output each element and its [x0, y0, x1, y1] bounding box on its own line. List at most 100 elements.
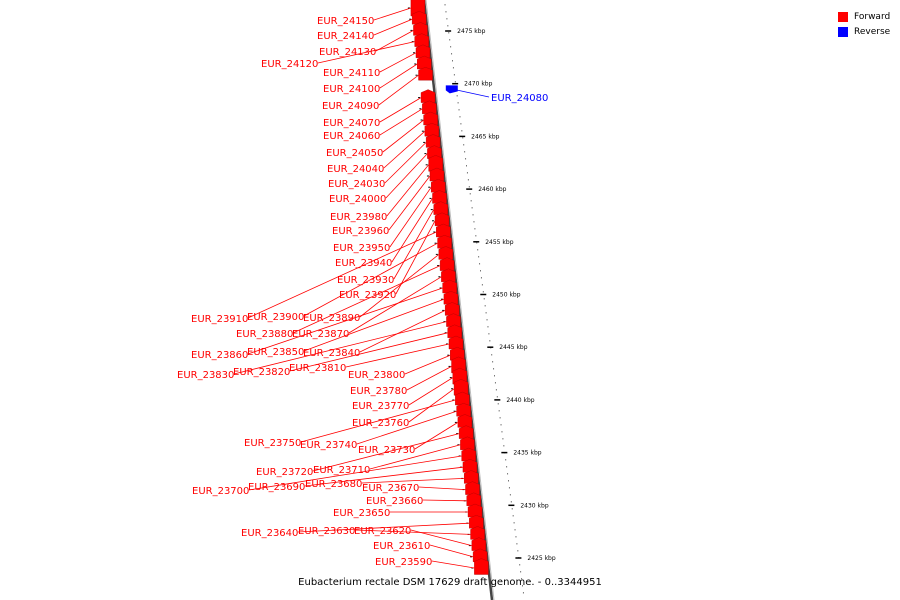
gene-label[interactable]: EUR_24100	[323, 84, 380, 95]
gene-feature-forward[interactable]	[465, 481, 480, 495]
gene-label[interactable]: EUR_23800	[348, 370, 405, 381]
gene-feature-forward[interactable]	[446, 313, 461, 327]
gene-label[interactable]: EUR_23900	[247, 312, 304, 323]
gene-label[interactable]: EUR_23980	[330, 212, 387, 223]
gene-feature-forward[interactable]	[437, 234, 452, 249]
gene-feature-forward[interactable]	[441, 268, 456, 282]
gene-feature-forward[interactable]	[427, 145, 442, 159]
gene-label[interactable]: EUR_24040	[327, 164, 384, 175]
gene-label[interactable]: EUR_23860	[191, 350, 248, 361]
gene-label[interactable]: EUR_23750	[244, 438, 301, 449]
gene-label[interactable]: EUR_24120	[261, 59, 318, 70]
gene-label[interactable]: EUR_23770	[352, 401, 409, 412]
gene-label[interactable]: EUR_23820	[233, 367, 290, 378]
gene-label[interactable]: EUR_23760	[352, 418, 409, 429]
gene-feature-forward[interactable]	[418, 66, 433, 81]
gene-label[interactable]: EUR_23810	[289, 363, 346, 374]
gene-feature-forward[interactable]	[469, 514, 484, 529]
gene-feature-forward[interactable]	[431, 178, 446, 193]
gene-label[interactable]: EUR_23940	[335, 258, 392, 269]
gene-feature-forward[interactable]	[447, 324, 462, 338]
gene-label[interactable]: EUR_24110	[323, 68, 380, 79]
gene-feature-forward[interactable]	[428, 155, 443, 172]
gene-feature-forward[interactable]	[415, 44, 431, 58]
gene-label[interactable]: EUR_23930	[337, 275, 394, 286]
gene-feature-forward[interactable]	[444, 302, 460, 316]
gene-label[interactable]: EUR_24060	[323, 131, 380, 142]
gene-feature-forward[interactable]	[439, 257, 455, 271]
gene-label[interactable]: EUR_24050	[326, 148, 383, 159]
gene-feature-forward[interactable]	[464, 470, 479, 484]
gene-feature-forward[interactable]	[448, 335, 464, 350]
gene-feature-forward[interactable]	[466, 492, 481, 506]
gene-label[interactable]: EUR_23850	[247, 347, 304, 358]
gene-label[interactable]: EUR_23640	[241, 528, 298, 539]
gene-feature-reverse[interactable]	[445, 85, 458, 94]
gene-feature-forward[interactable]	[434, 212, 450, 226]
gene-label[interactable]: EUR_23890	[303, 313, 360, 324]
gene-feature-forward[interactable]	[450, 346, 465, 361]
gene-label[interactable]: EUR_23740	[300, 440, 357, 451]
gene-label[interactable]: EUR_24140	[317, 31, 374, 42]
gene-feature-forward[interactable]	[460, 436, 475, 450]
gene-label[interactable]: EUR_23960	[332, 226, 389, 237]
gene-label[interactable]: EUR_23780	[350, 386, 407, 397]
gene-label[interactable]: EUR_23920	[339, 290, 396, 301]
gene-label[interactable]: EUR_24030	[328, 179, 385, 190]
gene-label[interactable]: EUR_24070	[323, 118, 380, 129]
gene-label[interactable]: EUR_23880	[236, 329, 293, 340]
gene-feature-forward[interactable]	[474, 558, 489, 575]
gene-feature-forward[interactable]	[420, 89, 436, 103]
gene-feature-forward[interactable]	[423, 111, 438, 126]
gene-label[interactable]: EUR_23620	[354, 526, 411, 537]
gene-label[interactable]: EUR_24150	[317, 16, 374, 27]
gene-feature-forward[interactable]	[453, 379, 469, 396]
gene-label[interactable]: EUR_23710	[313, 465, 370, 476]
gene-label[interactable]: EUR_24130	[319, 47, 376, 58]
gene-feature-forward[interactable]	[413, 22, 428, 36]
gene-label[interactable]: EUR_23910	[191, 314, 248, 325]
gene-feature-forward[interactable]	[417, 55, 432, 70]
gene-feature-forward[interactable]	[443, 290, 459, 305]
gene-feature-forward[interactable]	[457, 414, 473, 428]
gene-label[interactable]: EUR_23690	[248, 482, 305, 493]
gene-feature-forward[interactable]	[422, 100, 437, 114]
gene-feature-forward[interactable]	[442, 279, 457, 294]
gene-label[interactable]: EUR_24000	[329, 194, 386, 205]
gene-label[interactable]: EUR_23650	[333, 508, 390, 519]
gene-feature-forward[interactable]	[411, 10, 427, 25]
gene-feature-forward[interactable]	[429, 167, 445, 182]
gene-label[interactable]: EUR_23700	[192, 486, 249, 497]
gene-feature-forward[interactable]	[467, 503, 483, 518]
gene-feature-forward[interactable]	[432, 190, 447, 204]
gene-feature-forward[interactable]	[472, 548, 488, 562]
gene-label[interactable]: EUR_24080	[491, 93, 548, 104]
gene-feature-forward[interactable]	[455, 391, 470, 406]
gene-label[interactable]: EUR_23830	[177, 370, 234, 381]
gene-label[interactable]: EUR_23670	[362, 483, 419, 494]
gene-feature-forward[interactable]	[425, 134, 441, 148]
gene-feature-forward[interactable]	[470, 526, 485, 540]
gene-label[interactable]: EUR_23630	[298, 526, 355, 537]
gene-label[interactable]: EUR_23680	[305, 479, 362, 490]
gene-label[interactable]: EUR_23660	[366, 496, 423, 507]
gene-feature-forward[interactable]	[462, 458, 478, 473]
gene-feature-forward[interactable]	[436, 223, 451, 238]
gene-label[interactable]: EUR_23840	[303, 348, 360, 359]
gene-label[interactable]: EUR_23870	[292, 329, 349, 340]
gene-label[interactable]: EUR_23950	[333, 243, 390, 254]
gene-feature-forward[interactable]	[433, 201, 448, 215]
gene-feature-forward[interactable]	[458, 425, 474, 439]
gene-feature-forward[interactable]	[456, 402, 471, 417]
gene-feature-forward[interactable]	[471, 537, 487, 551]
gene-feature-forward[interactable]	[438, 246, 454, 260]
gene-feature-forward[interactable]	[424, 122, 440, 137]
gene-label[interactable]: EUR_23720	[256, 467, 313, 478]
gene-feature-forward[interactable]	[414, 33, 429, 47]
gene-label[interactable]: EUR_23730	[358, 445, 415, 456]
gene-label[interactable]: EUR_24090	[322, 101, 379, 112]
gene-label[interactable]: EUR_23590	[375, 557, 432, 568]
gene-feature-forward[interactable]	[461, 447, 476, 462]
gene-label[interactable]: EUR_23610	[373, 541, 430, 552]
